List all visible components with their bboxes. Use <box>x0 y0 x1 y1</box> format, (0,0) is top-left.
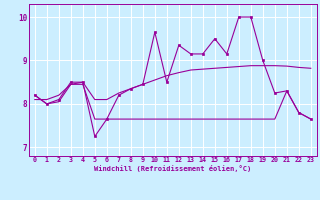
X-axis label: Windchill (Refroidissement éolien,°C): Windchill (Refroidissement éolien,°C) <box>94 165 252 172</box>
